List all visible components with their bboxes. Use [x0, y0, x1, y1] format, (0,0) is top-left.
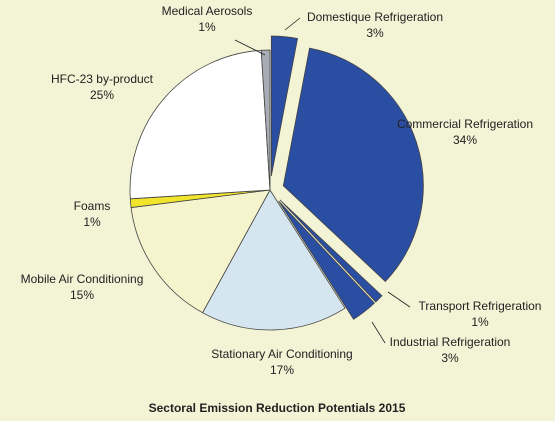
slice-label: Domestique Refrigeration [307, 10, 443, 24]
pie-slice [279, 199, 383, 303]
slice-label: Foams [74, 199, 111, 213]
slice-value-label: 25% [90, 88, 114, 102]
slice-label: Commercial Refrigeration [397, 117, 533, 131]
slice-value-label: 17% [270, 363, 294, 377]
pie-slice [130, 189, 271, 314]
slice-value-label: 1% [471, 315, 489, 329]
pie-slice [129, 49, 271, 200]
pie-slice [260, 49, 271, 191]
slice-label: Industrial Refrigeration [390, 335, 511, 349]
pie-slice [278, 200, 375, 320]
slice-label: HFC-23 by-product [51, 72, 154, 86]
leader-line [284, 17, 301, 31]
slice-label: Mobile Air Conditioning [21, 272, 144, 286]
leader-line [371, 321, 386, 344]
pie-slice [202, 189, 346, 331]
slice-label: Medical Aerosols [162, 4, 253, 18]
slice-value-label: 3% [366, 26, 384, 40]
slice-value-label: 34% [453, 133, 477, 147]
slice-value-label: 3% [441, 351, 459, 365]
slice-label: Transport Refrigeration [419, 299, 542, 313]
slice-value-label: 1% [83, 215, 101, 229]
pie-slice [270, 35, 299, 177]
leader-line [234, 39, 266, 56]
slice-value-label: 1% [198, 20, 216, 34]
chart-title: Sectoral Emission Reduction Potentials 2… [149, 401, 406, 415]
leader-line [387, 291, 411, 308]
pie-slice [282, 47, 424, 283]
slice-label: Stationary Air Conditioning [211, 347, 352, 361]
slice-value-label: 15% [70, 288, 94, 302]
